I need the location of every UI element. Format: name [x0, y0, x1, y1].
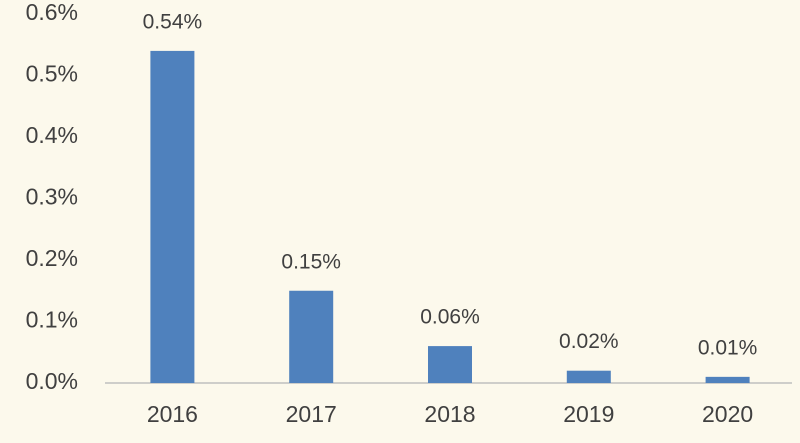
x-tick-label: 2018 [424, 401, 475, 427]
x-tick-label: 2020 [702, 401, 753, 427]
bar [428, 346, 472, 383]
x-tick-label: 2019 [563, 401, 614, 427]
bar [150, 50, 195, 384]
value-label: 0.06% [420, 306, 480, 329]
y-tick-label: 0.5% [26, 61, 78, 87]
value-label: 0.01% [698, 336, 758, 359]
value-label: 0.54% [143, 10, 203, 33]
y-tick-label: 0.4% [26, 122, 78, 148]
value-label: 0.02% [559, 330, 619, 353]
y-tick-label: 0.2% [26, 245, 78, 271]
x-tick-label: 2017 [286, 401, 337, 427]
value-label: 0.15% [281, 250, 341, 273]
y-tick-label: 0.0% [26, 368, 78, 394]
x-tick-label: 2016 [147, 401, 198, 427]
y-tick-label: 0.1% [26, 307, 78, 333]
bar [289, 290, 334, 383]
y-tick-label: 0.6% [26, 0, 78, 25]
bar [705, 376, 750, 383]
y-tick-label: 0.3% [26, 184, 78, 210]
bar [566, 370, 611, 383]
